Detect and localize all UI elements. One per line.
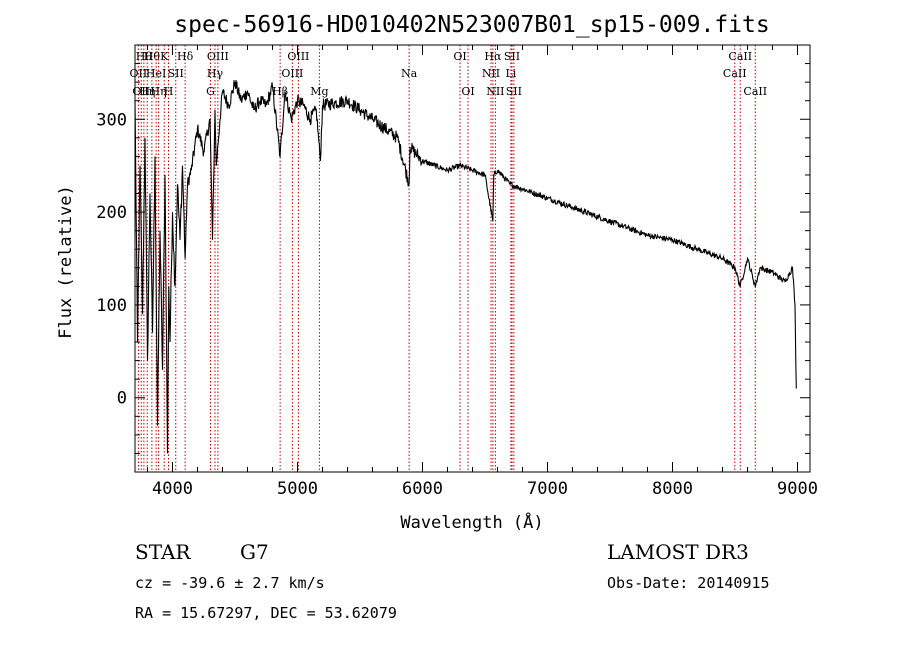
spectrum-line [134, 79, 797, 454]
marker-label-17: Mg [310, 85, 328, 98]
survey-name: LAMOST DR3 [607, 540, 749, 564]
marker-label-24: Li [505, 67, 516, 80]
marker-label-21: NII [482, 67, 500, 80]
marker-label-22: Hα [484, 50, 502, 63]
marker-label-3: Hη [139, 85, 155, 98]
y-axis-label: Flux (relative) [56, 185, 76, 339]
marker-label-23: NII [486, 85, 504, 98]
marker-label-9: SII [168, 67, 184, 80]
marker-label-20: OI [461, 85, 474, 98]
plot-frame [134, 44, 811, 473]
marker-label-28: CaII [728, 50, 752, 63]
x-tick-label: 4000 [152, 479, 193, 499]
y-tick-label: 0 [117, 389, 127, 409]
marker-label-25: SII [504, 50, 520, 63]
marker-label-13: OIII [207, 50, 229, 63]
x-axis-label: Wavelength (Å) [400, 511, 543, 533]
marker-label-1: OII [132, 85, 150, 98]
x-tick-label: 7000 [527, 479, 568, 499]
marker-label-14: Hβ [272, 85, 288, 98]
line-marker-labels: OII OII Hθ Hη Hθ HeI Hη K H SII Hδ G Hγ OIII Hβ OIII OII… [130, 50, 768, 98]
marker-label-5: HeI [146, 67, 166, 80]
y-tick-label: 300 [96, 110, 127, 130]
marker-label-29: CaII [743, 85, 767, 98]
chart-title: spec-56916-HD010402N523007B01_sp15-009.f… [174, 12, 769, 38]
marker-label-18: Na [401, 67, 418, 80]
y-axis: 0 100 200 300 [96, 63, 810, 454]
marker-label-7: K [160, 50, 169, 63]
line-markers [137, 45, 756, 472]
marker-label-8: H [164, 85, 174, 98]
marker-label-10: Hδ [177, 50, 194, 63]
x-tick-label: 6000 [402, 479, 443, 499]
object-class: STAR [135, 540, 191, 564]
x-tick-label: 9000 [777, 479, 818, 499]
marker-label-11: G [206, 85, 215, 98]
marker-label-4: Hθ [144, 50, 161, 63]
marker-label-16: OIII [287, 50, 309, 63]
x-axis: 4000 5000 6000 7000 8000 9000 [147, 45, 818, 499]
x-tick-label: 5000 [277, 479, 318, 499]
marker-label-15: OIII [281, 67, 303, 80]
marker-label-26: SII [506, 85, 522, 98]
redshift-velocity: cz = -39.6 ± 2.7 km/s [135, 574, 325, 592]
observation-date: Obs-Date: 20140915 [607, 574, 770, 592]
marker-label-0: OII [130, 67, 148, 80]
marker-label-6: Hη [151, 85, 167, 98]
marker-label-19: OI [453, 50, 466, 63]
marker-label-12: Hγ [207, 67, 224, 80]
marker-label-2: Hθ [136, 50, 153, 63]
object-subclass: G7 [240, 540, 269, 564]
y-tick-label: 100 [96, 296, 127, 316]
y-tick-label: 200 [96, 203, 127, 223]
coordinates: RA = 15.67297, DEC = 53.62079 [135, 604, 397, 622]
x-tick-label: 8000 [652, 479, 693, 499]
marker-label-27: CaII [723, 67, 747, 80]
